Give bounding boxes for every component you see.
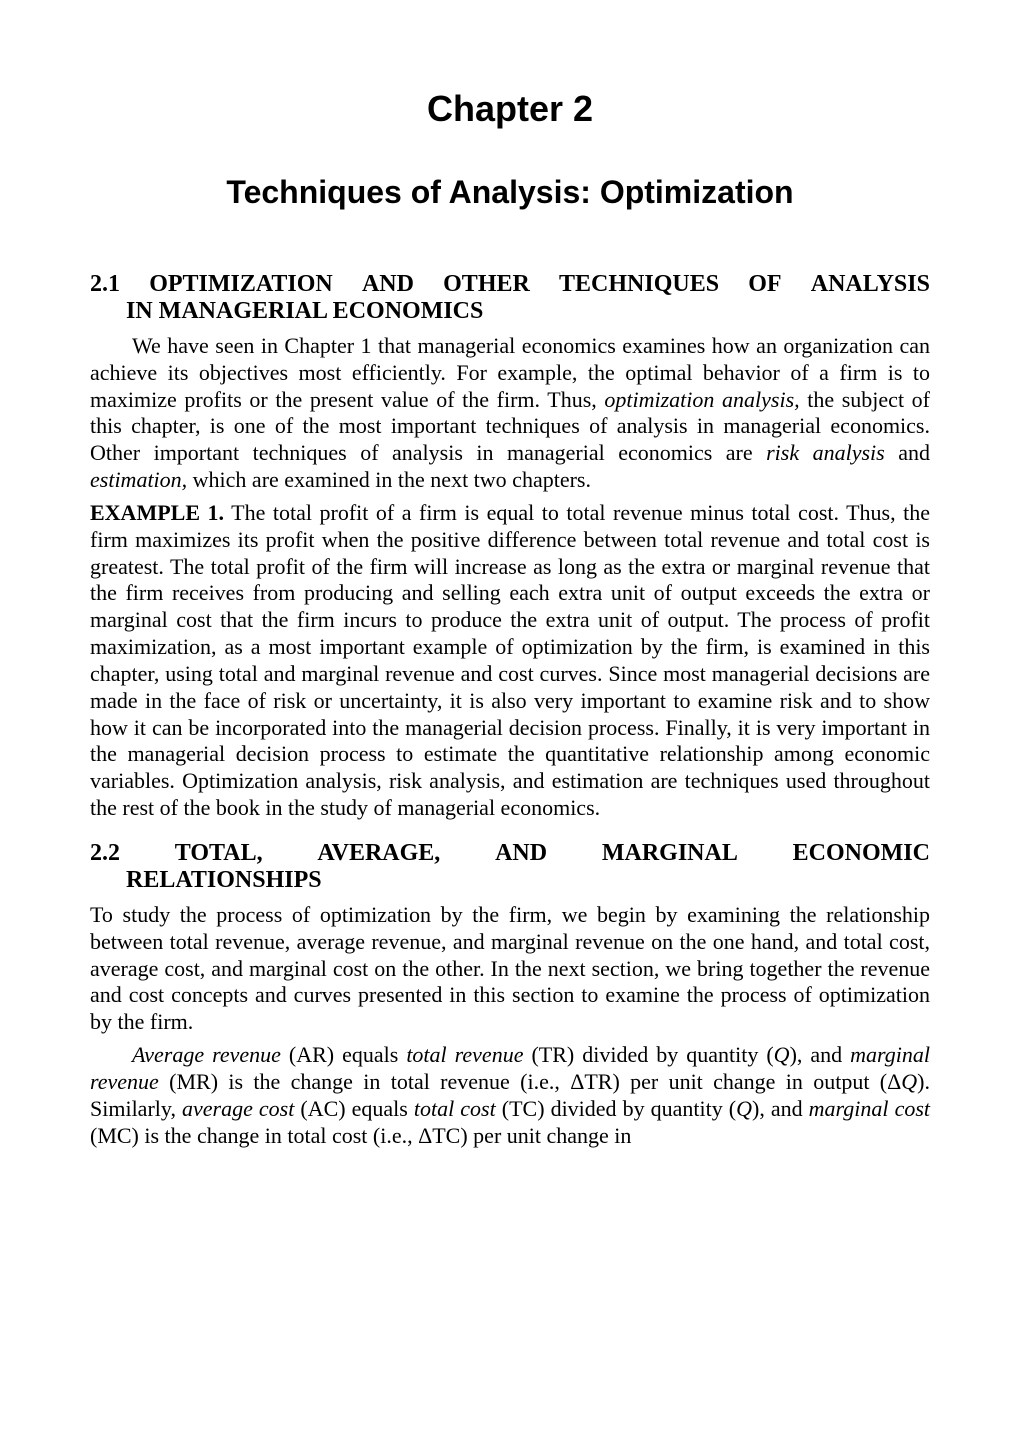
body-text: (TC) divided by quantity ( xyxy=(496,1096,736,1121)
italic-term: average cost xyxy=(182,1096,294,1121)
body-text: which are examined in the next two chapt… xyxy=(187,467,591,492)
chapter-title: Techniques of Analysis: Optimization xyxy=(90,174,930,211)
italic-term: Average revenue xyxy=(132,1042,281,1067)
heading-word: OTHER xyxy=(443,271,530,298)
body-text: ), and xyxy=(752,1096,809,1121)
heading-word: AND xyxy=(362,271,414,298)
heading-word: OPTIMIZATION xyxy=(149,271,333,298)
example-text: The total profit of a firm is equal to t… xyxy=(90,500,930,820)
heading-word: ANALYSIS xyxy=(811,271,930,298)
section-2-1-heading-line2: IN MANAGERIAL ECONOMICS xyxy=(90,298,930,325)
body-text: (AR) equals xyxy=(281,1042,406,1067)
body-text: (AC) equals xyxy=(294,1096,414,1121)
body-text: and xyxy=(885,440,930,465)
italic-term: optimization analysis, xyxy=(604,387,799,412)
heading-word: 2.2 xyxy=(90,840,120,867)
section-2-1-heading-line1: 2.1 OPTIMIZATION AND OTHER TECHNIQUES OF… xyxy=(90,271,930,298)
chapter-number: Chapter 2 xyxy=(90,88,930,130)
heading-word: 2.1 xyxy=(90,271,120,298)
body-text: (MR) is the change in total revenue (i.e… xyxy=(159,1069,901,1094)
italic-term: Q xyxy=(774,1042,790,1067)
section-2-2-heading-line2: RELATIONSHIPS xyxy=(90,867,930,894)
heading-word: AND xyxy=(495,840,547,867)
section-2-1-para-1: We have seen in Chapter 1 that manageria… xyxy=(90,333,930,494)
section-2-2-para-2: Average revenue (AR) equals total revenu… xyxy=(90,1042,930,1149)
italic-term: Q xyxy=(901,1069,917,1094)
heading-word: TOTAL, xyxy=(175,840,263,867)
italic-term: total revenue xyxy=(406,1042,523,1067)
section-2-2-heading-line1: 2.2 TOTAL, AVERAGE, AND MARGINAL ECONOMI… xyxy=(90,840,930,867)
heading-word: AVERAGE, xyxy=(317,840,440,867)
heading-word: OF xyxy=(748,271,781,298)
italic-term: estimation, xyxy=(90,467,187,492)
heading-word: MARGINAL xyxy=(602,840,738,867)
section-2-2-para-1: To study the process of optimization by … xyxy=(90,902,930,1036)
section-2-1-heading: 2.1 OPTIMIZATION AND OTHER TECHNIQUES OF… xyxy=(90,271,930,325)
italic-term: marginal cost xyxy=(809,1096,930,1121)
heading-word: TECHNIQUES xyxy=(559,271,719,298)
heading-word: ECONOMIC xyxy=(793,840,930,867)
body-text: (TR) divided by quantity ( xyxy=(523,1042,773,1067)
example-1-para: EXAMPLE 1. The total profit of a firm is… xyxy=(90,500,930,822)
italic-term: risk analysis xyxy=(766,440,885,465)
body-text: ), and xyxy=(790,1042,851,1067)
italic-term: total cost xyxy=(414,1096,496,1121)
example-label: EXAMPLE 1. xyxy=(90,500,224,525)
italic-term: Q xyxy=(736,1096,752,1121)
body-text: (MC) is the change in total cost (i.e., … xyxy=(90,1123,631,1148)
section-2-2-heading: 2.2 TOTAL, AVERAGE, AND MARGINAL ECONOMI… xyxy=(90,840,930,894)
